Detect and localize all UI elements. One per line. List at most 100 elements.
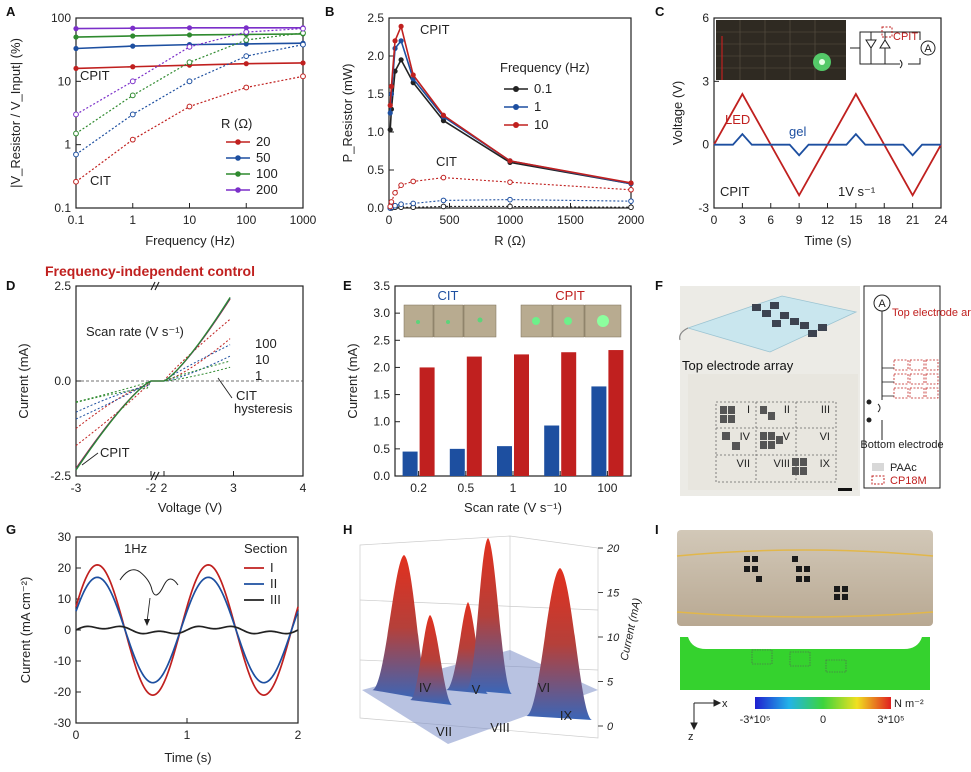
- panel-b-cit-point: [440, 197, 447, 204]
- panel-b-cit-point: [398, 182, 404, 188]
- panel-b-cit-point: [410, 178, 417, 185]
- panel-d-annot-hysteresis: hysteresis: [234, 401, 293, 416]
- panel-g-inset-curve: [119, 569, 179, 596]
- panel-a-ytick-label: 100: [51, 11, 71, 25]
- panel-g-ytick-label: -10: [54, 654, 72, 668]
- panel-c-xtick-label: 18: [878, 213, 892, 227]
- panel-d-xtick-label: 3: [230, 481, 237, 495]
- panel-d-cit-return-1: [75, 366, 231, 403]
- panel-letter-B: B: [325, 4, 334, 19]
- panel-h-section-label: V: [472, 682, 481, 697]
- panel-b-legend-marker: [513, 122, 519, 128]
- panel-e-bar-cit: [497, 446, 512, 476]
- panel-i-colorbar-min: -3*10⁵: [740, 714, 771, 726]
- panel-e-chart: CIT CPIT Scan rate (V s⁻¹) Current (mA) …: [345, 279, 632, 515]
- panel-g-ytick-label: -20: [54, 685, 72, 699]
- panel-a-cpit-point: [130, 33, 136, 39]
- panel-c-cpit-box: [881, 26, 893, 38]
- panel-d-xlabel: Voltage (V): [158, 500, 222, 515]
- panel-a-cit-point: [243, 29, 250, 35]
- panel-e-bar-cpit: [608, 350, 624, 476]
- panel-a-ytick-label: 10: [58, 74, 72, 88]
- panel-a-legend-label: 20: [256, 134, 270, 149]
- panel-g-ytick-label: 30: [58, 530, 72, 544]
- panel-c-led-label: LED: [725, 112, 750, 127]
- panel-c-led: [819, 59, 825, 65]
- panel-b-ylabel: P_Resistor (mW): [340, 64, 355, 163]
- panel-d-ytick-label: 2.5: [54, 279, 71, 293]
- panel-f-legend-cp-swatch: [871, 475, 885, 485]
- panel-b-xtick-label: 2000: [618, 213, 645, 227]
- panel-e-xtick-label: 0.2: [410, 481, 427, 495]
- panel-c-xtick-label: 3: [739, 213, 746, 227]
- panel-a-cit-point: [243, 84, 250, 91]
- panel-c-ytick-label: 0: [702, 138, 709, 152]
- panel-a-cpit-point: [73, 26, 79, 32]
- panel-h-ztick-label: 20: [606, 543, 620, 555]
- panel-letter-C: C: [655, 4, 665, 19]
- panel-c-ytick-label: -3: [698, 201, 709, 215]
- panel-d-axis-break: [150, 281, 160, 481]
- panel-i-axis-z: z: [688, 731, 694, 743]
- panel-d-xtick-label: -3: [71, 481, 82, 495]
- panel-a-legend-marker: [235, 171, 241, 177]
- panel-h-peak-1: [372, 555, 430, 700]
- panel-e-xtick-label: 100: [597, 481, 617, 495]
- panel-b-cpit-point: [398, 57, 404, 63]
- panel-h-ztick-label: 0: [607, 721, 614, 733]
- panel-f-ammeter-label: A: [878, 298, 886, 310]
- panel-f-schematic-cp-grid: [893, 359, 939, 399]
- panel-g-xtick-label: 1: [184, 728, 191, 742]
- panel-b-xtick-label: 1500: [557, 213, 584, 227]
- panel-a-cit-point: [73, 178, 79, 185]
- panel-f-section-label: I: [747, 404, 750, 416]
- panel-d-xtick-label: -2: [146, 481, 157, 495]
- panel-f-section-label: VI: [820, 431, 830, 443]
- panel-c-xtick-label: 12: [821, 213, 835, 227]
- panel-a-legend-label: 100: [256, 166, 278, 181]
- panel-i-colorbar-mid: 0: [820, 714, 826, 726]
- panel-g-line-III: [75, 625, 299, 635]
- panel-g-ytick-label: -30: [54, 716, 72, 730]
- panel-e-ytick-label: 1.5: [373, 388, 390, 402]
- panel-e-ytick-label: 2.5: [373, 333, 390, 347]
- panel-a-legend-label: 50: [256, 150, 270, 165]
- panel-e-bar-cit: [544, 425, 560, 476]
- panel-a-cit-point: [243, 53, 250, 60]
- panel-h-section-label: VI: [538, 680, 550, 695]
- panel-d-ytick-label: 0.0: [54, 374, 71, 388]
- panel-f-scale-bar: [838, 488, 852, 491]
- panel-f-section-label: II: [784, 404, 790, 416]
- panel-letter-F: F: [655, 278, 663, 293]
- panel-d-legend-label: 10: [255, 352, 269, 367]
- panel-a-cit-point: [186, 43, 193, 50]
- panel-g-legend-label: II: [270, 576, 277, 591]
- panel-b-cit-point: [628, 198, 634, 204]
- panel-c-gel-label: gel: [789, 124, 806, 139]
- panel-a-annot-cpit: CPIT: [80, 68, 110, 83]
- panel-f-schematic-top-label: Top electrode array: [892, 307, 971, 319]
- panel-c-line-gel: [714, 132, 941, 157]
- panel-a-ytick-label: 0.1: [54, 201, 71, 215]
- panel-a-cpit-point: [243, 61, 249, 67]
- panel-d-legend-title: Scan rate (V s⁻¹): [86, 324, 184, 339]
- panel-a-cpit-point: [186, 25, 193, 31]
- panel-b-cpit-point: [387, 102, 393, 108]
- panel-c-rate-label: 1V s⁻¹: [838, 184, 876, 199]
- panel-f-section-label: VIII: [773, 458, 790, 470]
- panel-e-ytick-label: 3.5: [373, 279, 390, 293]
- panel-h-peak-2: [410, 615, 452, 705]
- panel-d-xtick-label: 2: [161, 481, 168, 495]
- panel-b-cpit-point: [388, 83, 395, 89]
- panel-e-bar-cpit: [561, 352, 577, 476]
- panel-i-axis-x: x: [722, 698, 728, 710]
- panel-c-photo-grid: [716, 20, 846, 80]
- panel-a-cpit-point: [130, 25, 136, 31]
- panel-g-xlabel: Time (s): [164, 750, 211, 765]
- panel-g-xtick-label: 2: [295, 728, 302, 742]
- panel-g-ytick-label: 10: [58, 592, 72, 606]
- panel-b-annot-cit: CIT: [436, 154, 457, 169]
- panel-e-xlabel: Scan rate (V s⁻¹): [464, 500, 562, 515]
- panel-b-cit-point: [392, 190, 398, 196]
